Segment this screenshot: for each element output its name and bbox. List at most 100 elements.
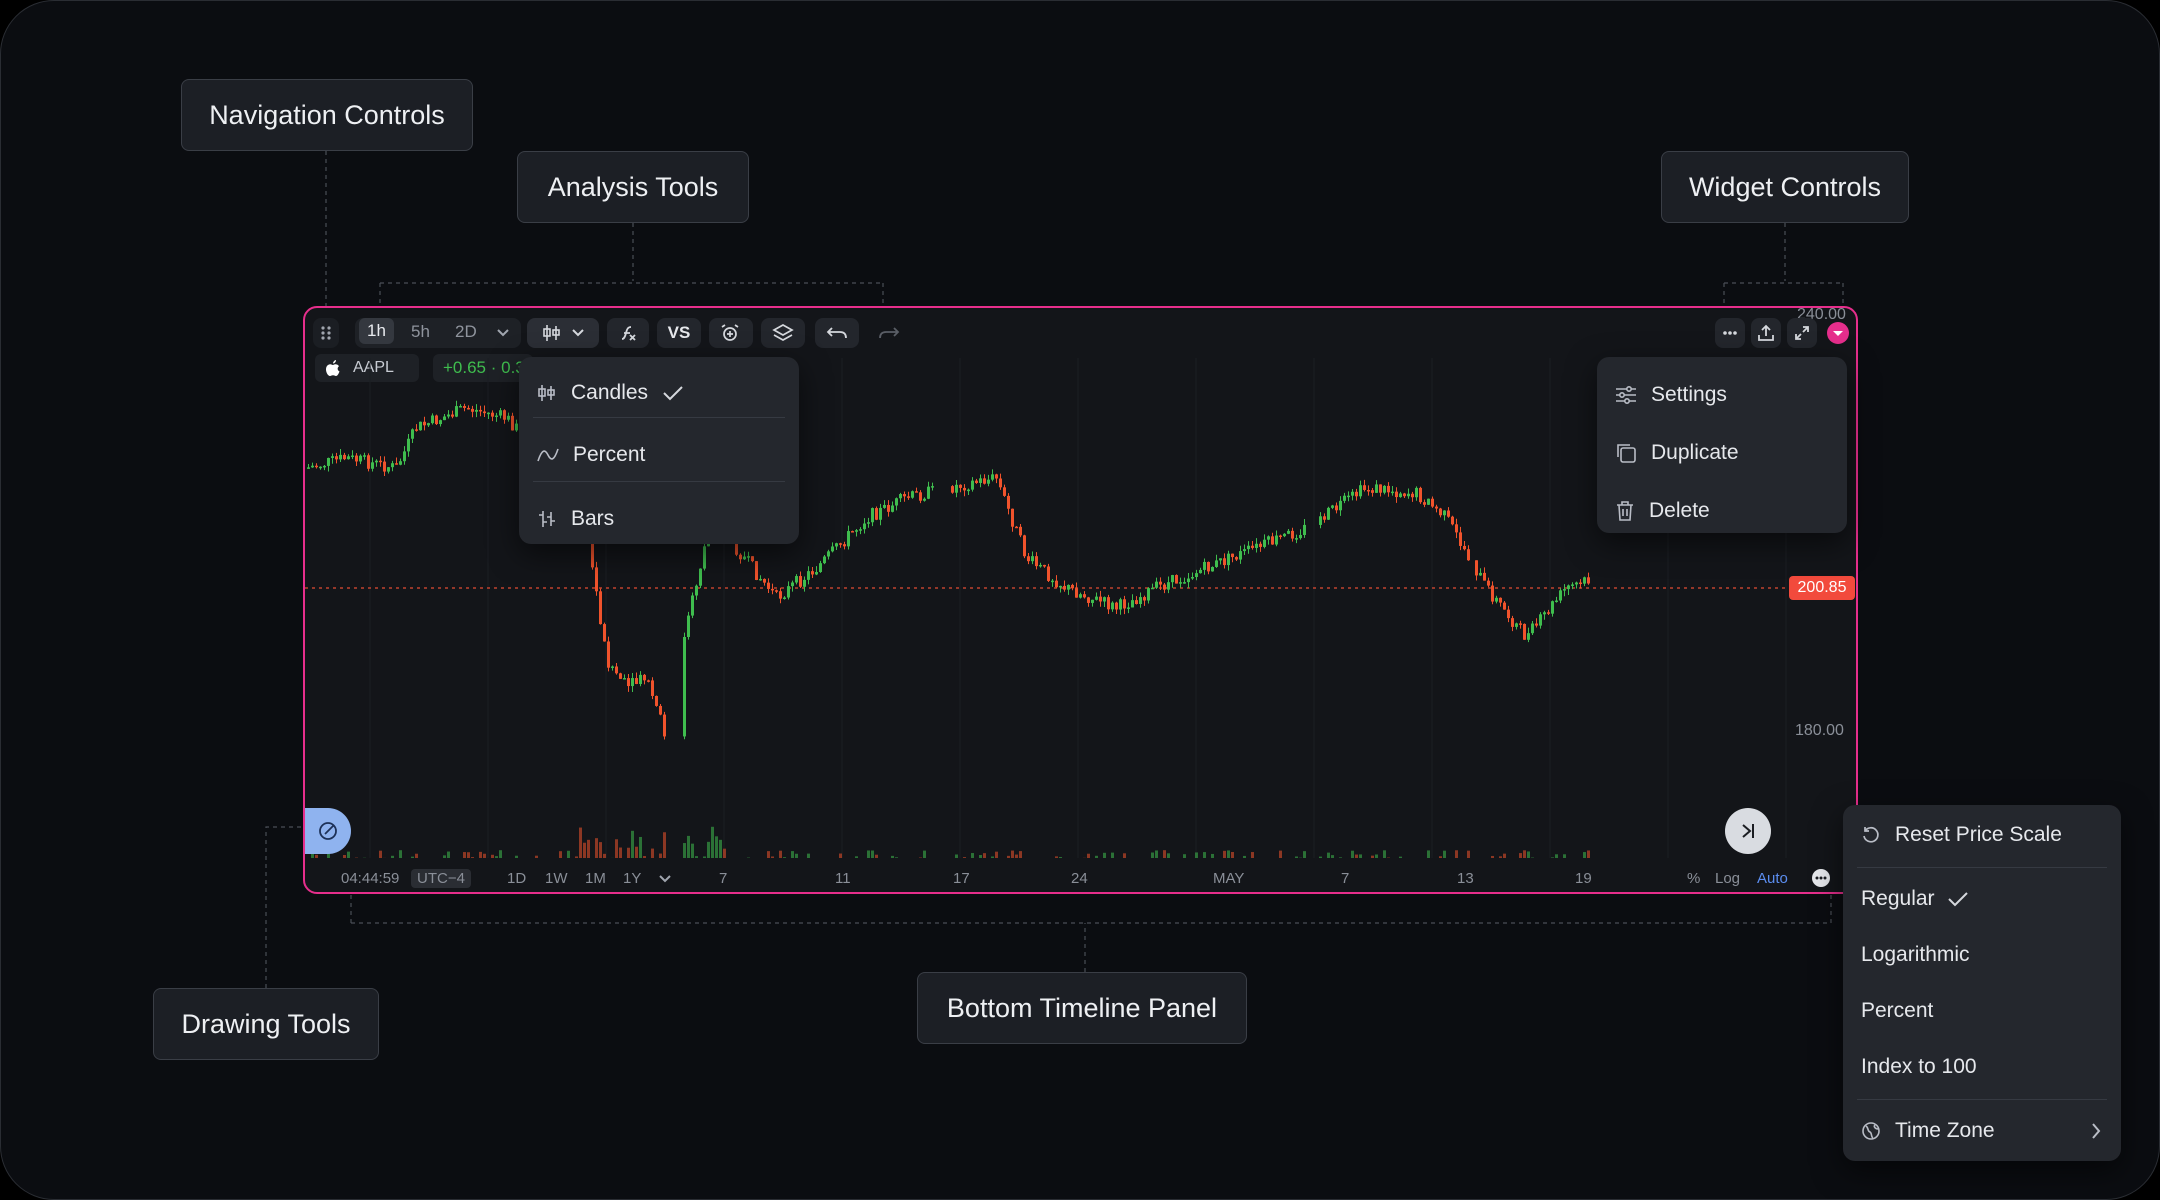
redo-button[interactable] (867, 318, 911, 348)
candle-body (1511, 618, 1514, 627)
share-button[interactable] (1751, 318, 1781, 348)
candle-body (419, 421, 422, 431)
candle-body (335, 456, 338, 460)
candle-body (1131, 600, 1134, 608)
candle-body (1091, 599, 1094, 603)
menu-item-percent-scale[interactable]: Percent (1843, 991, 2121, 1031)
indicators-button[interactable] (607, 318, 649, 348)
candle-body (463, 406, 466, 408)
volume-bar (651, 848, 654, 858)
timeframe-2d[interactable]: 2D (455, 322, 477, 341)
candle-body (951, 486, 954, 493)
menu-item-candles[interactable]: Candles (519, 373, 799, 413)
candles-icon (538, 385, 555, 401)
candle-body (1047, 566, 1050, 581)
scale-log-toggle[interactable]: Log (1715, 870, 1741, 887)
candle-body (403, 451, 406, 462)
candle-body (691, 595, 694, 616)
candle-body (423, 421, 426, 426)
menu-item-bars[interactable]: Bars (519, 499, 799, 539)
layers-button[interactable] (761, 318, 805, 348)
candle-body (1119, 599, 1122, 610)
menu-item-regular[interactable]: Regular (1843, 879, 2121, 919)
volume-bar (807, 853, 810, 858)
volume-bar (1351, 850, 1354, 858)
candle-body (695, 585, 698, 596)
more-circle-icon[interactable] (1811, 868, 1831, 888)
volume-bar (595, 838, 598, 858)
menu-item-index-to-100[interactable]: Index to 100 (1843, 1047, 2121, 1087)
candle-body (903, 494, 906, 497)
candle-body (915, 491, 918, 493)
volume-bar (635, 846, 638, 858)
candle-body (327, 457, 330, 466)
menu-item-reset-price-scale[interactable]: Reset Price Scale (1843, 815, 2121, 855)
candle-body (1155, 581, 1158, 588)
range-1y[interactable]: 1Y (623, 870, 642, 887)
volume-bar (767, 851, 770, 858)
candle-body (1547, 612, 1550, 614)
candle-body (847, 531, 850, 547)
price-scale-menu: Reset Price Scale Regular Logarithmic Pe… (1843, 805, 2121, 1161)
menu-item-duplicate[interactable]: Duplicate (1597, 433, 1847, 473)
candle-body (887, 504, 890, 512)
scale-auto-toggle[interactable]: Auto (1757, 870, 1788, 887)
range-1d[interactable]: 1D (507, 870, 527, 887)
candle-body (307, 467, 310, 469)
volume-bar (583, 842, 586, 858)
volume-bar (1015, 854, 1018, 858)
divider (533, 481, 785, 482)
volume-bar (1095, 855, 1098, 858)
volume-bar (715, 836, 718, 858)
widget-menu-button[interactable] (1823, 318, 1853, 348)
timeframe-5h[interactable]: 5h (411, 322, 430, 341)
candle-body (959, 484, 962, 488)
menu-item-delete[interactable]: Delete (1597, 491, 1847, 531)
more-options-button[interactable] (1715, 318, 1745, 348)
menu-item-logarithmic[interactable]: Logarithmic (1843, 935, 2121, 975)
menu-item-label: Settings (1651, 383, 1727, 406)
symbol-chip[interactable]: AAPL (315, 354, 419, 382)
scroll-to-latest-button[interactable] (1725, 808, 1771, 854)
fullscreen-button[interactable] (1787, 318, 1817, 348)
candle-body (1579, 582, 1582, 585)
candle-body (1227, 553, 1230, 566)
candle-body (1247, 545, 1250, 550)
chevron-down-icon[interactable] (659, 874, 671, 884)
range-1m[interactable]: 1M (585, 870, 606, 887)
drawing-tools-button[interactable] (305, 808, 351, 854)
drag-handle-icon[interactable] (313, 318, 339, 348)
undo-button[interactable] (815, 318, 859, 348)
volume-bar (687, 835, 690, 858)
candle-body (439, 420, 442, 425)
compare-button[interactable]: VS (657, 318, 701, 348)
candle-body (443, 416, 446, 421)
add-alert-button[interactable] (709, 318, 753, 348)
volume-bar (1111, 852, 1114, 858)
menu-item-time-zone[interactable]: Time Zone (1843, 1111, 2121, 1151)
chevron-down-icon[interactable] (497, 328, 509, 338)
volume-bar (1491, 855, 1494, 858)
volume-bar (447, 851, 450, 858)
candle-body (1083, 594, 1086, 598)
scale-percent-toggle[interactable]: % (1687, 870, 1701, 887)
candle-body (931, 486, 934, 488)
candle-body (1143, 597, 1146, 601)
candle-body (995, 474, 998, 479)
menu-item-percent[interactable]: Percent (519, 435, 799, 475)
candle-body (855, 530, 858, 532)
chart-type-button[interactable] (527, 318, 599, 348)
menu-item-settings[interactable]: Settings (1597, 375, 1847, 415)
candle-body (1503, 602, 1506, 610)
range-1w[interactable]: 1W (545, 870, 568, 887)
candle-body (1459, 532, 1462, 546)
candle-body (659, 705, 662, 715)
timezone-badge[interactable]: UTC−4 (411, 869, 471, 888)
volume-bar (1519, 853, 1522, 858)
volume-bar (979, 855, 982, 858)
candle-body (379, 460, 382, 463)
candle-body (591, 535, 594, 568)
timeframe-1h[interactable]: 1h (359, 318, 394, 344)
volume-bar (615, 839, 618, 858)
candle-body (651, 680, 654, 696)
